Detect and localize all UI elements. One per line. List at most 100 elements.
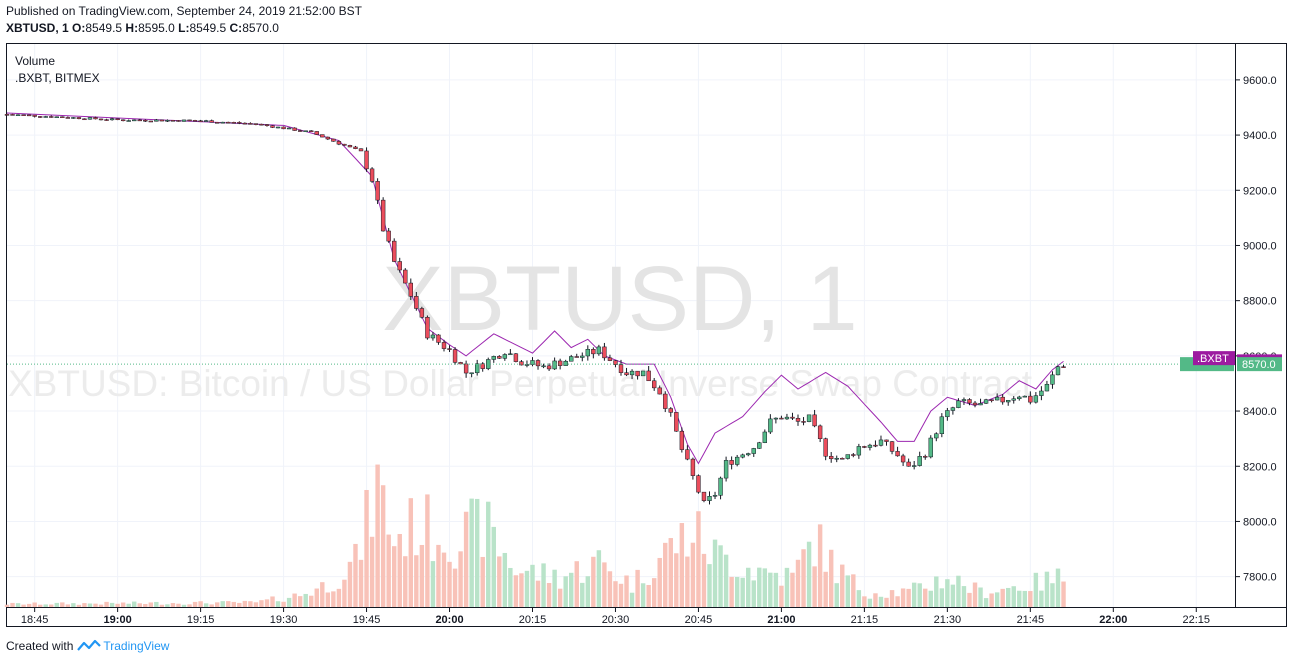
volume-bar [463, 511, 469, 607]
volume-bar [950, 584, 956, 607]
candle-body [26, 114, 32, 117]
tradingview-logo-icon [77, 639, 102, 651]
volume-bar [923, 588, 928, 607]
candle-body [1039, 390, 1044, 396]
candle-body [751, 448, 756, 454]
candle-body [829, 455, 834, 460]
candle-body [723, 460, 729, 479]
candle-body [309, 130, 314, 133]
candle-body [49, 116, 54, 118]
volume-bar [812, 566, 817, 607]
last-price-tag [1237, 357, 1282, 372]
volume-bar [259, 600, 264, 607]
ohlc-line: XBTUSD, 1 O:8549.5 H:8595.0 L:8549.5 C:8… [6, 21, 279, 35]
candle-body [956, 400, 961, 408]
volume-bar [878, 596, 884, 607]
volume-bar [790, 572, 795, 607]
time-tick-label: 21:15 [851, 614, 879, 626]
volume-bar [734, 576, 740, 607]
candle-body [331, 138, 336, 142]
candle-body [867, 444, 873, 448]
candle-body [181, 119, 187, 122]
time-tick-label: 21:30 [934, 614, 962, 626]
price-tick-label: 8200.0 [1243, 461, 1277, 473]
candle-body [845, 454, 850, 459]
volume-bar [1050, 583, 1055, 607]
volume-bar [275, 601, 281, 607]
time-tick-label: 19:30 [270, 614, 298, 626]
volume-bar [580, 582, 585, 607]
candle-body [806, 414, 812, 422]
candle-body [104, 119, 109, 121]
close-value: 8570.0 [242, 21, 279, 35]
volume-bar [181, 604, 187, 607]
volume-bar [430, 561, 436, 607]
candle-body [978, 403, 983, 406]
candle-body [452, 349, 458, 363]
candle-body [602, 346, 607, 359]
candle-body [286, 127, 292, 130]
volume-bar [4, 604, 10, 607]
volume-bar [414, 555, 419, 607]
volume-bar [281, 601, 286, 607]
candle-body [120, 119, 126, 122]
volume-bar [314, 588, 319, 607]
candle-body [696, 475, 701, 493]
candle-body [934, 433, 939, 439]
volume-bar [264, 599, 270, 607]
candle-body [397, 261, 402, 271]
volume-bar [834, 583, 839, 607]
price-tick-label: 9600.0 [1243, 75, 1277, 87]
candle-body [574, 356, 579, 358]
volume-bar [1061, 581, 1066, 607]
candle-body [226, 121, 231, 124]
candle-body [336, 141, 342, 145]
volume-bar [65, 604, 71, 607]
volume-bar [237, 602, 242, 607]
volume-bar [1000, 588, 1005, 607]
volume-bar [851, 574, 856, 607]
candle-body [1061, 366, 1066, 368]
volume-bar [82, 603, 87, 607]
grid [7, 44, 1235, 607]
candle-body [143, 119, 148, 122]
volume-bar [552, 569, 557, 607]
volume-bar [856, 590, 862, 607]
volume-bar [231, 601, 237, 607]
candle-body [408, 282, 413, 297]
published-caption: Published on TradingView.com, September … [6, 4, 363, 18]
legend-overlay[interactable]: .BXBT, BITMEX [15, 71, 100, 85]
volume-bar [994, 592, 1000, 607]
volume-bar [690, 542, 696, 607]
candle-body [1033, 395, 1039, 403]
candle-body [917, 456, 922, 466]
volume-bar [696, 511, 701, 607]
time-axis: 18:45 19:00 19:15 19:30 19:45 20:00 20:15 20:30… [21, 607, 1210, 626]
candle-body [707, 496, 712, 501]
volume-bar [154, 601, 159, 607]
volume-bar [209, 604, 214, 607]
candle-body [497, 356, 502, 359]
volume-bar [502, 552, 508, 607]
volume-bar [1033, 572, 1039, 607]
legend-volume[interactable]: Volume [15, 54, 55, 68]
volume-histogram [4, 464, 1066, 607]
low-value: 8549.5 [189, 21, 227, 35]
candle-body [563, 360, 568, 366]
candle-body [851, 454, 856, 456]
volume-bar [386, 534, 391, 607]
candle-body [552, 360, 557, 370]
watermark: XBTUSD, 1 XBTUSD: Bitcoin / US Dollar Pe… [8, 248, 1033, 404]
volume-bar [729, 576, 734, 607]
volume-bar [270, 596, 275, 607]
candle-body [242, 122, 248, 125]
volume-bar [71, 603, 76, 607]
candle-body [76, 117, 82, 120]
tradingview-brand[interactable]: TradingView [103, 639, 170, 653]
volume-bar [486, 501, 491, 607]
symbol-label[interactable]: XBTUSD, 1 [6, 21, 69, 35]
volume-bar [458, 551, 463, 607]
candle-body [65, 117, 71, 119]
price-tick-label: 9200.0 [1243, 185, 1277, 197]
